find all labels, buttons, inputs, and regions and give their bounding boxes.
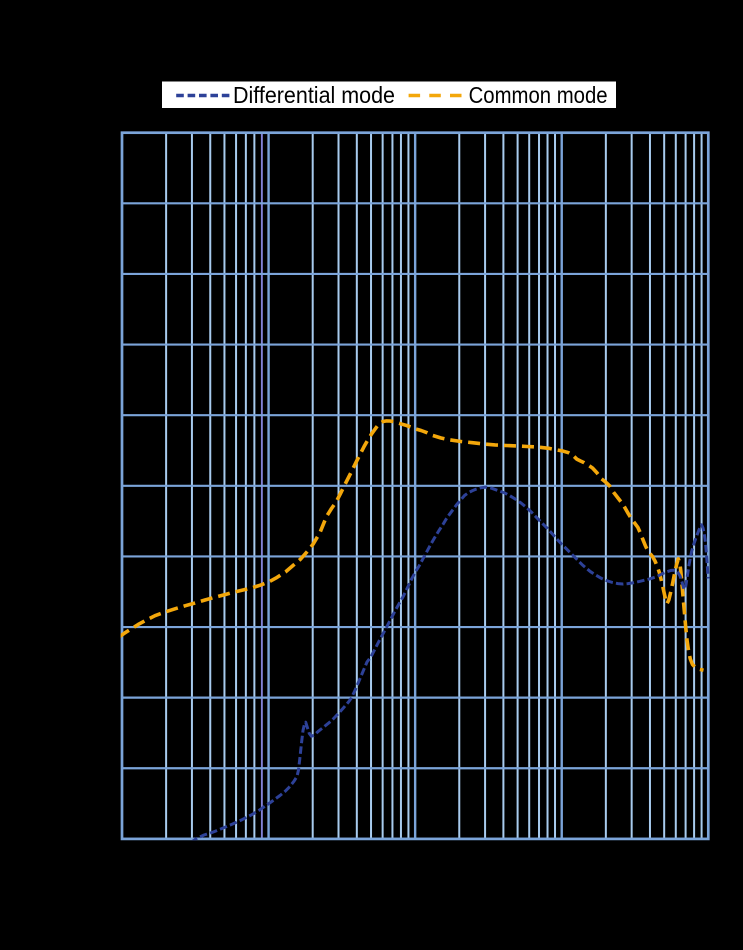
svg-text:Differential mode: Differential mode (233, 82, 395, 108)
svg-text:Common mode: Common mode (469, 82, 608, 108)
